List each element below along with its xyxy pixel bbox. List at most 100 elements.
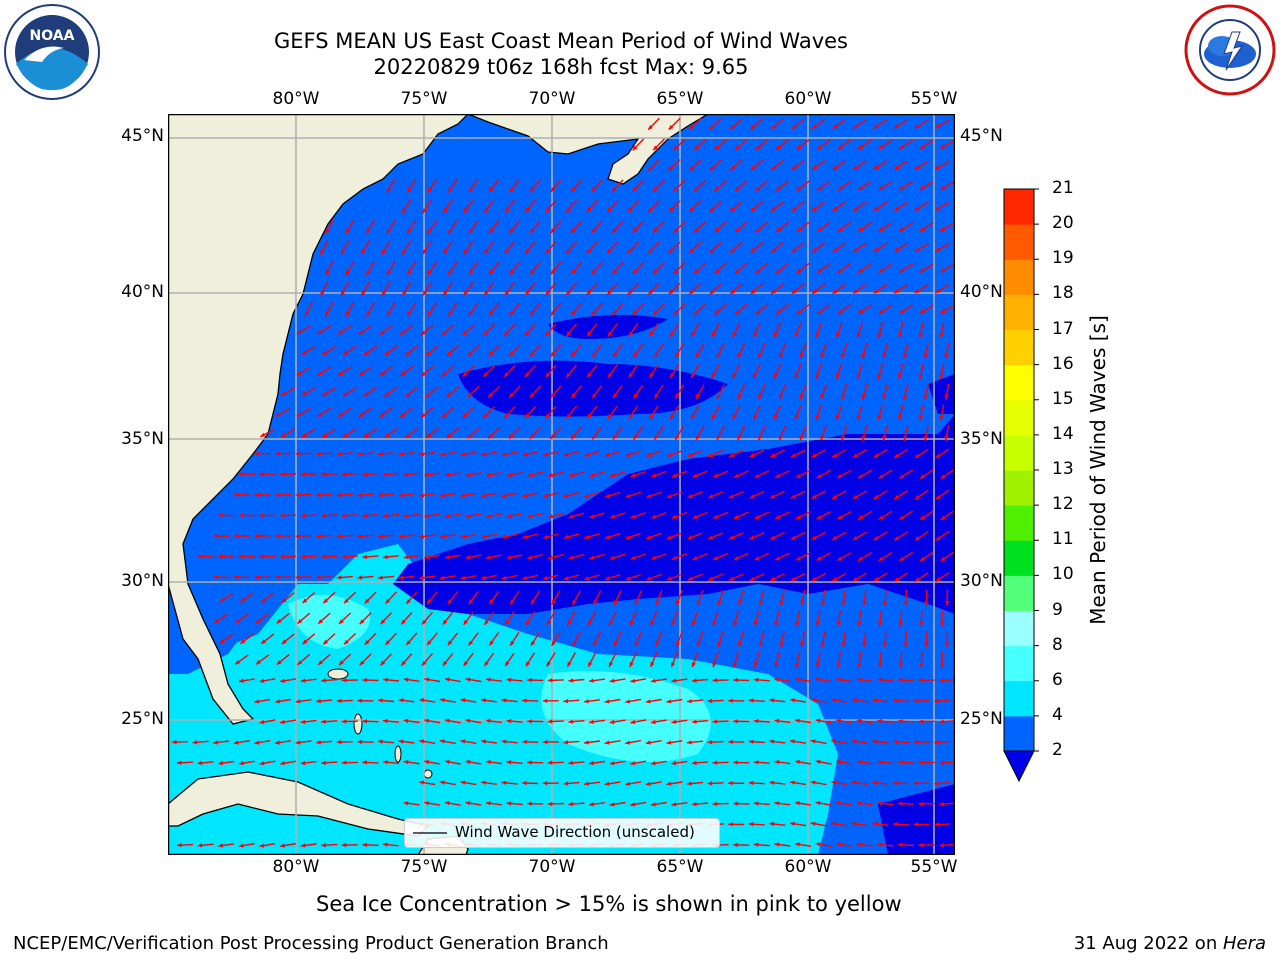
wind-vector-head: [345, 270, 350, 276]
wind-vector-head: [383, 718, 388, 724]
wind-vector-head: [687, 740, 692, 745]
wind-vector-head: [465, 555, 471, 560]
wind-vector-head: [712, 801, 718, 807]
wind-vector-head: [427, 599, 432, 604]
wind-vector-head: [728, 535, 734, 540]
wind-vector-head: [790, 698, 795, 703]
lon-label-bottom: 55°W: [910, 857, 958, 877]
wind-vector-head: [841, 353, 846, 359]
colorbar: [1003, 188, 1039, 783]
wind-vector-head: [733, 719, 738, 724]
wind-vector-head: [749, 453, 755, 457]
wind-vector-head: [668, 289, 674, 295]
wind-vector-head: [914, 453, 920, 458]
wind-vector-head: [506, 718, 512, 724]
wind-vector-head: [810, 821, 816, 826]
wind-vector-head: [551, 640, 556, 646]
wind-vector-head: [692, 802, 697, 807]
wind-vector-head: [673, 269, 679, 274]
wind-vector-head: [383, 513, 388, 518]
wind-vector-head: [481, 493, 486, 498]
wind-vector-head: [612, 352, 618, 358]
wind-vector-head: [899, 556, 905, 561]
wind-vector-head: [753, 842, 759, 847]
wind-vector-head: [732, 332, 737, 338]
wind-vector-head: [774, 414, 778, 420]
wind-vector-head: [750, 248, 756, 253]
wind-vector-head: [527, 760, 532, 765]
wind-vector-head: [708, 494, 714, 499]
wind-vector-head: [566, 290, 571, 295]
wind-vector-head: [668, 248, 674, 254]
wind-vector-head: [857, 662, 862, 668]
wind-vector-head: [878, 144, 884, 149]
wind-vector-head: [811, 576, 817, 581]
wind-vector-head: [546, 620, 551, 626]
wind-vector-head: [945, 601, 950, 606]
wind-vector-head: [427, 311, 433, 317]
wind-vector-head: [716, 352, 721, 358]
wind-vector-head: [362, 554, 368, 560]
wind-vector-head: [607, 248, 612, 254]
wind-vector-head: [832, 206, 838, 212]
wind-vector-head: [708, 453, 714, 457]
wind-vector-head: [716, 393, 721, 399]
wind-vector-head: [790, 453, 796, 458]
wind-vector-head: [460, 575, 466, 580]
wind-vector-head: [316, 698, 321, 704]
wind-vector-head: [604, 781, 610, 786]
wind-vector-head: [501, 698, 507, 703]
wind-vector-head: [633, 393, 638, 399]
wind-vector-head: [776, 227, 781, 232]
wind-vector-head: [398, 698, 404, 703]
wind-vector-head: [649, 331, 654, 337]
wind-vector-head: [586, 207, 592, 213]
wind-vector-head: [547, 678, 553, 683]
wind-vector-head: [817, 144, 823, 150]
wind-vector-head: [321, 843, 326, 848]
wind-vector-head: [322, 433, 328, 438]
colorbar-segment: [1004, 715, 1034, 752]
wind-vector-head: [612, 434, 618, 440]
wind-vector-head: [820, 353, 825, 359]
wind-vector-head: [779, 600, 784, 606]
wind-vector-head: [771, 124, 777, 129]
wind-vector-head: [935, 165, 941, 170]
wind-vector-head: [878, 556, 884, 561]
wind-vector-head: [566, 248, 571, 254]
wind-vector-head: [362, 472, 368, 477]
wind-vector-head: [463, 290, 469, 296]
wind-vector-head: [810, 780, 816, 785]
wind-vector-head: [522, 739, 527, 744]
wind-vector-head: [338, 330, 344, 335]
colorbar-tick-label: 13: [1052, 459, 1074, 479]
wind-vector-head: [733, 473, 739, 478]
wind-vector-head: [856, 842, 862, 847]
wind-vector-head: [218, 843, 224, 848]
wind-vector-head: [694, 145, 699, 151]
wind-vector-head: [275, 575, 280, 580]
wind-vector-head: [567, 620, 572, 626]
wind-vector-head: [857, 621, 862, 627]
wind-vector-head: [341, 719, 347, 724]
wind-vector-head: [419, 575, 424, 580]
wind-vector-head: [837, 556, 843, 561]
wind-vector-head: [733, 662, 738, 668]
wind-vector-head: [625, 781, 631, 786]
wind-vector-head: [894, 288, 900, 294]
wind-vector-head: [836, 677, 842, 682]
wind-vector-head: [320, 249, 325, 255]
wind-vector-head: [233, 740, 239, 745]
wind-vector-head: [919, 621, 924, 627]
colorbar-tick-label: 8: [1052, 634, 1063, 655]
wind-vector-head: [903, 642, 908, 647]
wind-vector-head: [687, 452, 693, 457]
wind-vector-head: [341, 678, 347, 683]
wind-vector-head: [857, 515, 863, 520]
wind-vector-head: [238, 472, 244, 477]
map-frame: [168, 114, 955, 855]
wind-vector-head: [419, 698, 425, 703]
colorbar-tick-label: 9: [1052, 599, 1063, 620]
wind-vector-head: [796, 145, 802, 150]
wind-vector-head: [609, 620, 613, 626]
